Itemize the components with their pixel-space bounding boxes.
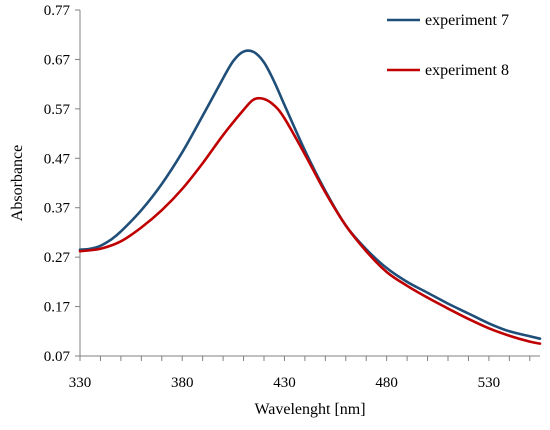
legend: experiment 7 experiment 8 (387, 12, 509, 79)
y-tick-label: 0.67 (44, 52, 71, 68)
x-tick-label: 430 (273, 375, 296, 391)
series-line-1 (78, 49, 542, 340)
y-tick-label: 0.37 (44, 201, 71, 217)
ticks: 0.07 0.17 0.27 0.37 0.47 0.57 0.67 0.77 330 380 43… (44, 3, 531, 391)
plot-area (79, 10, 540, 357)
x-tick-label: 330 (69, 375, 92, 391)
legend-label-2: experiment 8 (425, 62, 509, 79)
y-axis-title: Absorbance (9, 145, 26, 221)
series-line-2 (78, 96, 542, 345)
y-tick-label: 0.17 (44, 300, 71, 316)
legend-label-1: experiment 7 (425, 12, 509, 29)
y-tick-label: 0.07 (44, 349, 71, 365)
x-axis-title: Wavelenght [nm] (254, 401, 365, 418)
x-tick-label: 480 (375, 375, 398, 391)
y-tick-label: 0.77 (44, 3, 71, 19)
series-layer (78, 49, 542, 345)
y-tick-label: 0.47 (44, 151, 71, 167)
y-tick-label: 0.57 (44, 102, 71, 118)
x-tick-label: 530 (478, 375, 501, 391)
x-tick-label: 380 (171, 375, 194, 391)
y-tick-label: 0.27 (44, 250, 71, 266)
